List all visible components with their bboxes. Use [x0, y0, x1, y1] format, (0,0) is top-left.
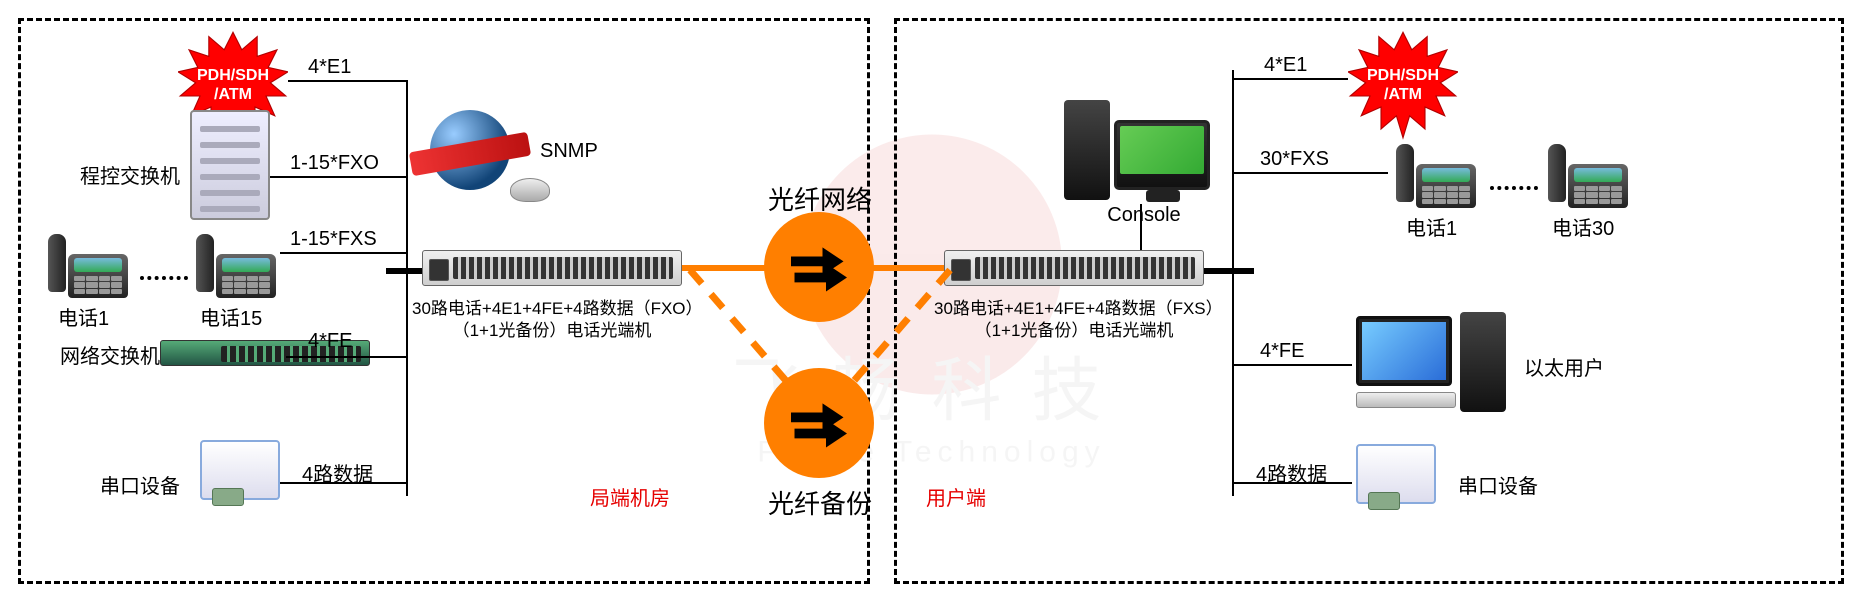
fxo-line: [270, 176, 408, 178]
fxs30-line: [1232, 172, 1388, 174]
e1-label-right: 4*E1: [1264, 54, 1307, 77]
e1-line-left: [288, 80, 408, 82]
phone-1-right: [1392, 138, 1482, 208]
pbx-device: [190, 110, 270, 220]
fe-label-right: 4*FE: [1260, 340, 1304, 363]
fiber-backup-label: 光纤备份: [750, 484, 890, 521]
tee-e1-left: [406, 80, 408, 82]
phone-1-right-label: 电话1: [1406, 212, 1457, 241]
e1-label-left: 4*E1: [308, 56, 351, 79]
fe-label-left: 4*FE: [308, 330, 352, 353]
starburst-right: PDH/SDH /ATM: [1348, 30, 1458, 140]
fxs-line-left: [280, 252, 408, 254]
trunk-line-right: [1204, 268, 1254, 274]
console-tower: [1064, 100, 1110, 200]
fxs30-label: 30*FXS: [1260, 148, 1329, 171]
mux-left: [422, 250, 682, 286]
console-line: [1140, 204, 1142, 250]
serial-label-left: 串口设备: [100, 470, 180, 499]
console-monitor: [1114, 120, 1210, 190]
phone-1-left: [44, 228, 134, 298]
mux-right: [944, 250, 1204, 286]
fiber-net-node: [764, 212, 874, 322]
mux-right-caption2: （1+1光备份）电话光端机: [934, 316, 1214, 341]
phone-15-left: [192, 228, 282, 298]
console-label: Console: [1084, 204, 1204, 227]
collector-v-left: [406, 80, 408, 496]
phone-30-right: [1544, 138, 1634, 208]
snmp-globe: [430, 110, 510, 190]
serial-device-right: [1356, 444, 1436, 504]
userpc-tower: [1460, 312, 1506, 412]
fxo-label: 1-15*FXO: [290, 152, 379, 175]
collector-v-right: [1232, 70, 1234, 496]
userpc-keyboard: [1356, 392, 1456, 408]
phone-1-left-label: 电话1: [58, 302, 109, 331]
e1-line-right: [1232, 78, 1348, 80]
console-stand: [1146, 190, 1180, 202]
serial-label-right: 串口设备: [1458, 470, 1538, 499]
snmp-mouse-icon: [510, 178, 550, 202]
eth-user-label: 以太用户: [1524, 352, 1604, 381]
right-panel-label: 用户端: [926, 482, 986, 511]
mux-left-caption2: （1+1光备份）电话光端机: [412, 316, 692, 341]
left-panel-label: 局端机房: [590, 482, 670, 511]
pbx-label: 程控交换机: [80, 160, 180, 189]
snmp-label: SNMP: [540, 140, 598, 163]
serial-device-left: [200, 440, 280, 500]
fe-line-left: [286, 356, 408, 358]
starburst-right-label: PDH/SDH /ATM: [1367, 66, 1439, 104]
data4-line-left: [280, 482, 408, 484]
phone-15-left-label: 电话15: [200, 302, 262, 331]
netswitch-label: 网络交换机: [60, 340, 160, 369]
phones-dots-right: [1490, 186, 1538, 190]
fiber-backup-node: [764, 368, 874, 478]
phones-dots-left: [140, 276, 188, 280]
starburst-left-label: PDH/SDH /ATM: [197, 66, 269, 104]
fxs-label-left: 1-15*FXS: [290, 228, 377, 251]
userpc-monitor: [1356, 316, 1452, 386]
phone-30-right-label: 电话30: [1552, 212, 1614, 241]
fe-line-right: [1232, 364, 1352, 366]
data4-line-right: [1232, 482, 1352, 484]
